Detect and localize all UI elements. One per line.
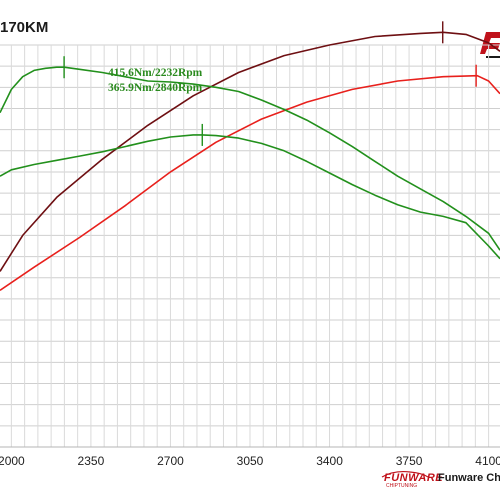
car-silhouette-icon <box>381 470 429 478</box>
chart-title: 170KM <box>0 19 49 36</box>
footer-logo: FUNWARE CHIPTUNING <box>380 468 443 492</box>
annotations: 415.6Nm/2232Rpm 365.9Nm/2840Rpm <box>108 67 203 94</box>
peak-annotation-1: 415.6Nm/2232Rpm <box>108 67 203 79</box>
footer-logo-text: FUNWARE <box>384 472 444 484</box>
x-axis-ticks: 2000 2350 2700 3050 3400 3750 4100 <box>0 454 500 468</box>
series-line-4 <box>0 134 500 260</box>
peak-annotation-2: 365.9Nm/2840Rpm <box>108 82 203 94</box>
x-tick-label: 2350 <box>78 454 105 468</box>
chart-grid <box>0 44 500 448</box>
series-line-2 <box>0 74 500 292</box>
x-tick-label: 2000 <box>0 454 25 468</box>
x-tick-label: 4100 <box>475 454 500 468</box>
x-tick-label: 3050 <box>237 454 264 468</box>
series-line-1 <box>0 31 500 272</box>
footer-logo-subtext: CHIPTUNING <box>386 483 418 489</box>
x-tick-label: 2700 <box>157 454 184 468</box>
x-tick-label: 3750 <box>396 454 423 468</box>
series-line-3 <box>0 66 500 251</box>
peak-markers <box>63 21 477 146</box>
footer-brand-text: Funware Chip <box>438 472 500 484</box>
x-tick-label: 3400 <box>316 454 343 468</box>
chart-series <box>0 31 500 292</box>
